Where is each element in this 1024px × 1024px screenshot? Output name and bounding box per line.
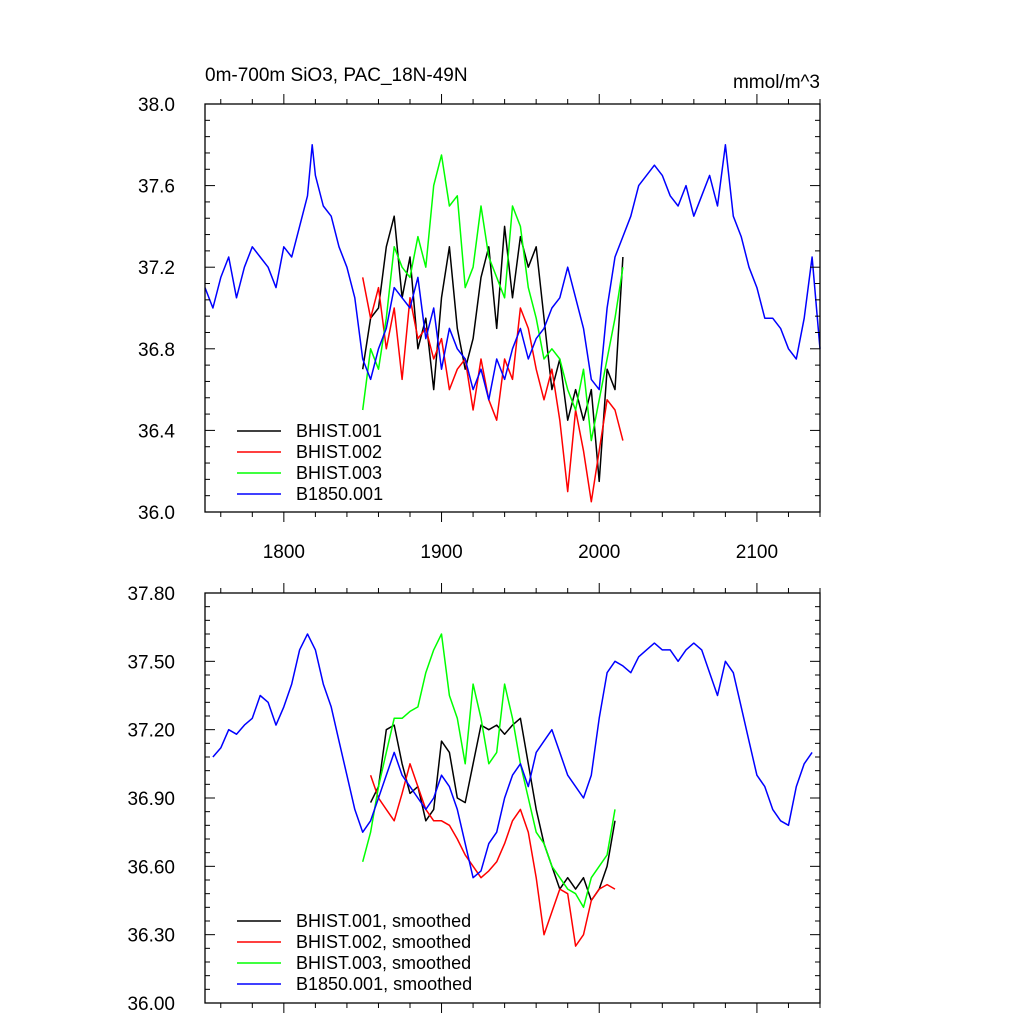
series-line-4 (204, 144, 821, 401)
legend-label: BHIST.002 (296, 442, 382, 462)
top-series-group (204, 144, 821, 503)
legend-label: BHIST.003, smoothed (296, 953, 471, 973)
top-chart: 0m-700m SiO3, PAC_18N-49N mmol/m^3 36.03… (138, 65, 821, 563)
top-plot-frame (204, 103, 821, 513)
x-tick-label: 1900 (420, 542, 462, 563)
y-tick-label: 37.2 (138, 258, 175, 279)
series-line-2 (369, 763, 616, 947)
legend-label: BHIST.001 (296, 421, 382, 441)
y-tick-label: 36.30 (127, 926, 175, 947)
legend-label: B1850.001, smoothed (296, 974, 472, 994)
bottom-plot-frame (204, 592, 821, 1004)
units-label: mmol/m^3 (733, 72, 820, 93)
y-tick-label: 36.8 (138, 340, 175, 361)
y-tick-label: 36.00 (127, 994, 175, 1015)
y-tick-label: 36.90 (127, 789, 175, 810)
x-tick-label: 2100 (736, 542, 778, 563)
y-tick-label: 36.4 (138, 421, 175, 442)
legend-label: BHIST.003 (296, 463, 382, 483)
y-tick-label: 37.20 (127, 721, 175, 742)
x-tick-label: 2000 (578, 542, 620, 563)
series-line-3 (361, 154, 624, 442)
top-axis-ticks: 36.0 36.4 36.8 37.2 37.6 38.0 1800 1900 2000 2100 (138, 94, 821, 563)
bottom-chart: 36.00 36.30 36.60 36.90 37.20 37.50 37.80 BHIS… (127, 583, 821, 1015)
y-tick-label: 37.6 (138, 177, 175, 198)
x-tick-label: 1800 (263, 542, 305, 563)
series-line-1 (361, 215, 624, 483)
bottom-axis-ticks: 36.00 36.30 36.60 36.90 37.20 37.50 37.80 (127, 583, 821, 1015)
series-line-2 (361, 277, 624, 503)
chart-title: 0m-700m SiO3, PAC_18N-49N (205, 65, 468, 86)
legend-label: B1850.001 (296, 484, 383, 504)
series-line-1 (369, 717, 616, 902)
legend-label: BHIST.002, smoothed (296, 932, 471, 952)
y-tick-label: 37.50 (127, 652, 175, 673)
series-line-3 (361, 633, 616, 909)
y-tick-label: 36.0 (138, 503, 175, 524)
y-tick-label: 38.0 (138, 95, 175, 116)
legend-label: BHIST.001, smoothed (296, 911, 471, 931)
series-line-4 (212, 633, 813, 879)
y-tick-label: 37.80 (127, 584, 175, 605)
bottom-series-group (212, 633, 813, 947)
y-tick-label: 36.60 (127, 857, 175, 878)
